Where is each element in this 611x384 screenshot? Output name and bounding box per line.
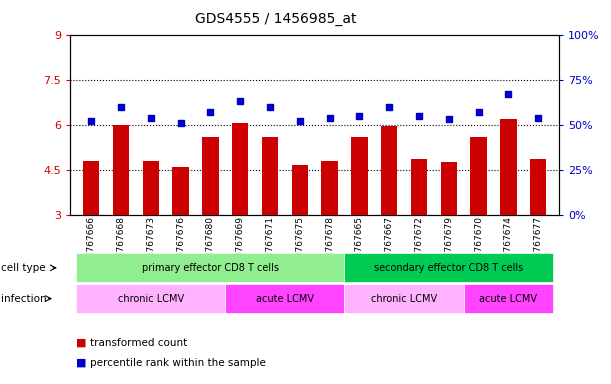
- Bar: [321, 161, 338, 215]
- Text: cell type: cell type: [1, 263, 46, 273]
- Point: [474, 109, 483, 115]
- Bar: [441, 162, 457, 215]
- Text: transformed count: transformed count: [90, 338, 187, 348]
- Point: [533, 114, 543, 121]
- Point: [414, 113, 424, 119]
- Point: [295, 118, 305, 124]
- Bar: [142, 161, 159, 215]
- Text: acute LCMV: acute LCMV: [256, 293, 314, 304]
- Text: acute LCMV: acute LCMV: [480, 293, 538, 304]
- Text: percentile rank within the sample: percentile rank within the sample: [90, 358, 266, 368]
- Point: [116, 104, 126, 110]
- Point: [205, 109, 215, 115]
- Point: [86, 118, 96, 124]
- Bar: [530, 159, 546, 215]
- Bar: [351, 137, 368, 215]
- Text: ■: ■: [76, 358, 87, 368]
- Text: primary effector CD8 T cells: primary effector CD8 T cells: [142, 263, 279, 273]
- Text: GDS4555 / 1456985_at: GDS4555 / 1456985_at: [195, 12, 356, 25]
- Bar: [202, 137, 219, 215]
- Bar: [381, 126, 397, 215]
- Point: [235, 98, 245, 104]
- Text: secondary effector CD8 T cells: secondary effector CD8 T cells: [374, 263, 524, 273]
- Text: chronic LCMV: chronic LCMV: [118, 293, 184, 304]
- Text: infection: infection: [1, 293, 47, 304]
- Point: [175, 120, 185, 126]
- Point: [444, 116, 454, 122]
- Bar: [83, 161, 100, 215]
- Point: [146, 114, 156, 121]
- Point: [384, 104, 394, 110]
- Text: ■: ■: [76, 338, 87, 348]
- Point: [354, 113, 364, 119]
- Bar: [470, 137, 487, 215]
- Point: [324, 114, 334, 121]
- Point: [265, 104, 275, 110]
- Bar: [411, 159, 427, 215]
- Bar: [232, 123, 248, 215]
- Point: [503, 91, 513, 97]
- Bar: [500, 119, 516, 215]
- Bar: [291, 166, 308, 215]
- Text: chronic LCMV: chronic LCMV: [371, 293, 437, 304]
- Bar: [172, 167, 189, 215]
- Bar: [262, 137, 278, 215]
- Bar: [113, 125, 129, 215]
